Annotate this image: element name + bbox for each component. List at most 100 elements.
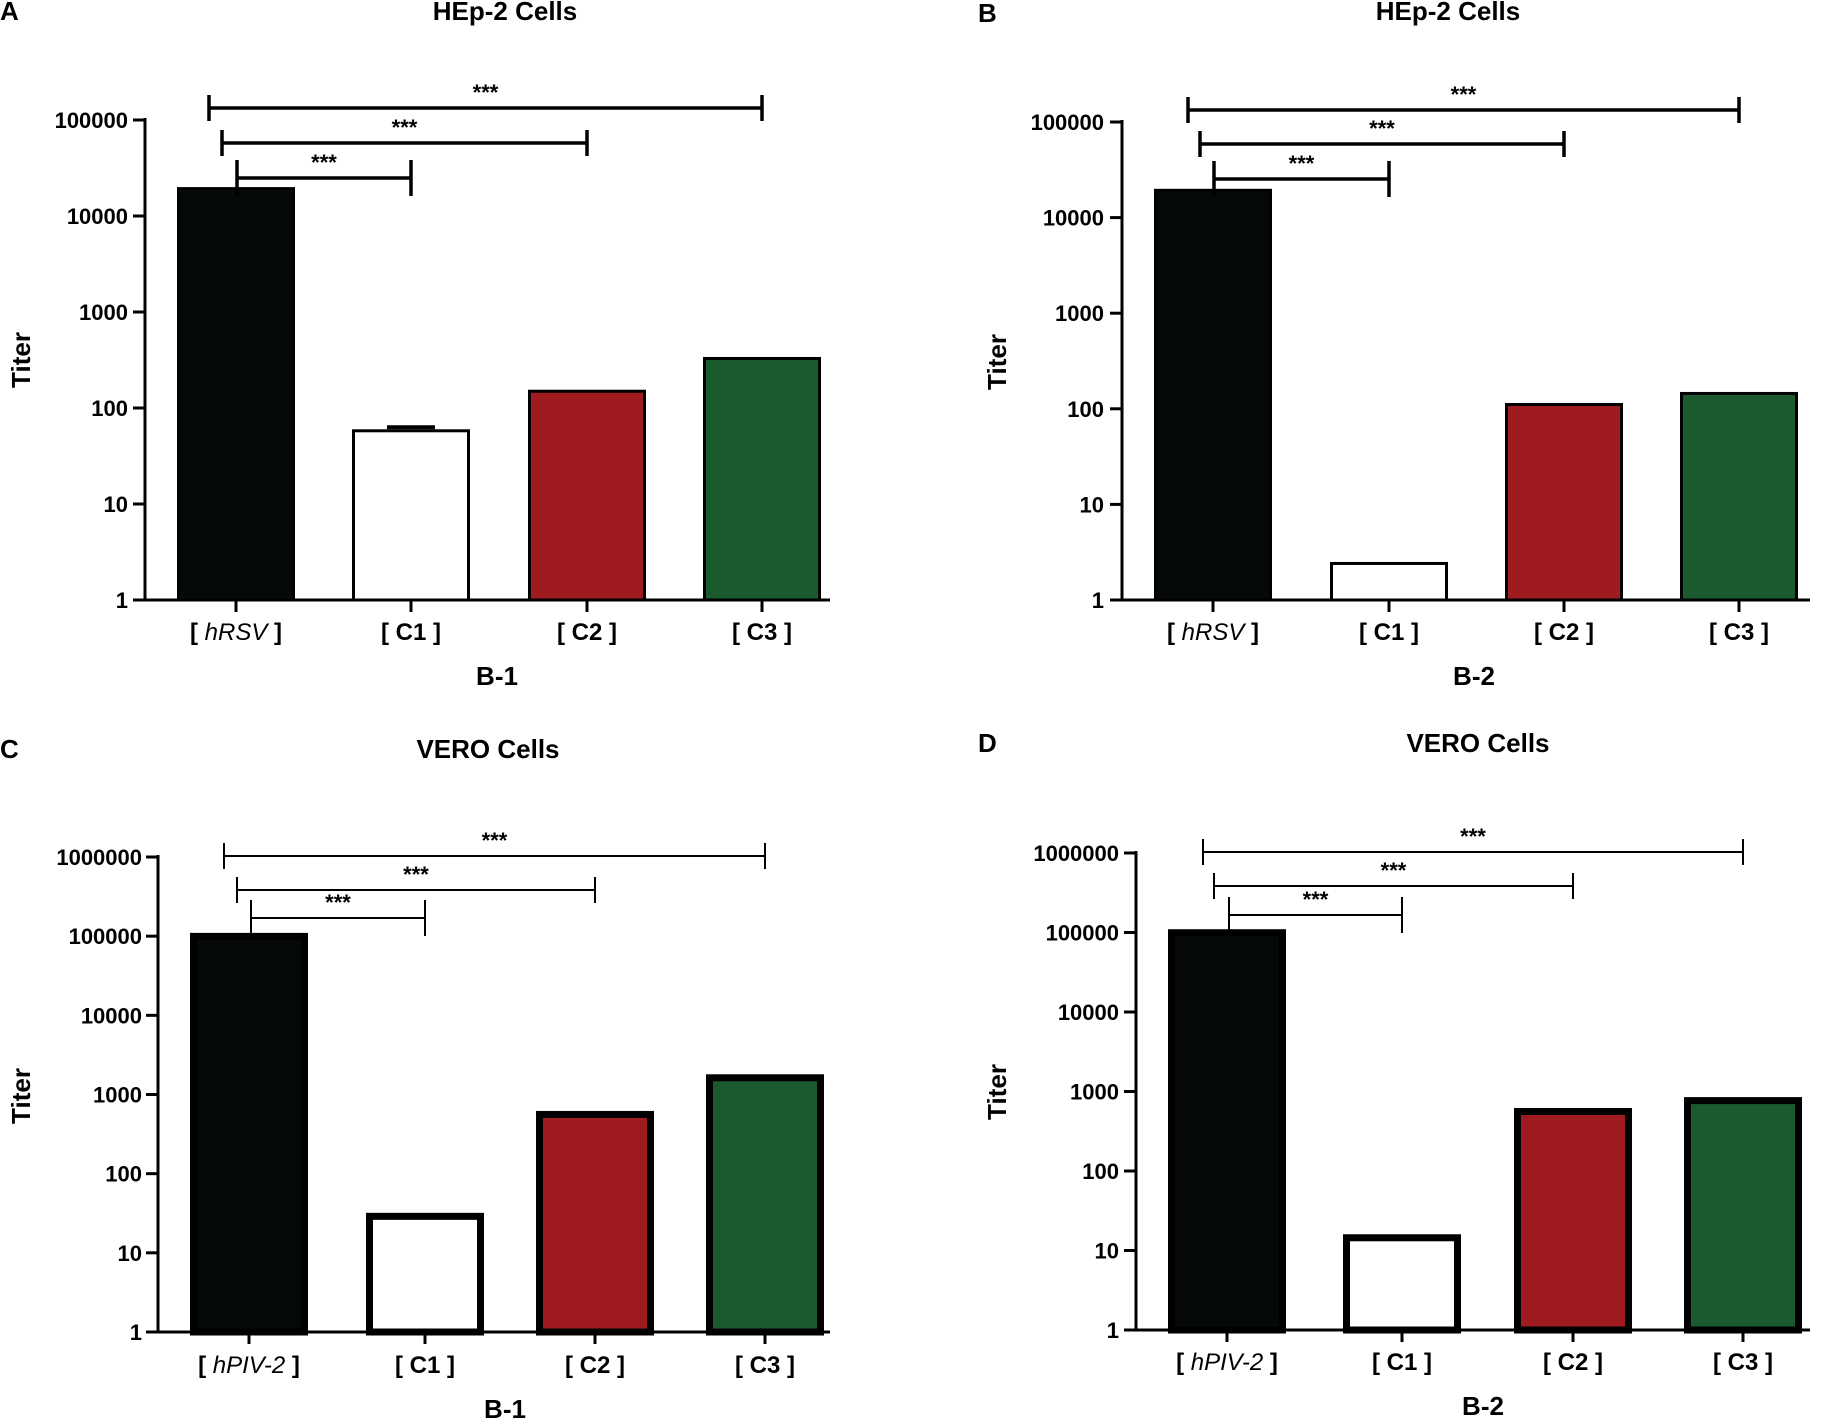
y-tick-label: 100 — [1082, 1159, 1119, 1184]
significance-bracket-2: *** — [1213, 858, 1574, 899]
x-tick-label: [ C2 ] — [1543, 1349, 1603, 1376]
significance-label: *** — [325, 890, 351, 915]
x-axis-label: B-1 — [484, 1394, 526, 1420]
significance-bracket-2: *** — [236, 862, 596, 903]
y-tick-label: 10000 — [1058, 1000, 1119, 1025]
x-tick-label: [ C1 ] — [395, 1352, 455, 1379]
significance-bracket-1: *** — [250, 890, 426, 936]
x-tick-label: [ C2 ] — [1534, 619, 1594, 646]
panel-letter: D — [978, 728, 997, 758]
y-axis-label: Titer — [982, 334, 1012, 390]
y-tick-label: 10000 — [81, 1003, 142, 1028]
bar-c1 — [352, 429, 470, 602]
y-axis-label: Titer — [6, 332, 36, 388]
x-tick-label: [ C3 ] — [732, 619, 792, 646]
y-tick-label: 1000 — [93, 1083, 142, 1108]
x-tick-label: [ C2 ] — [557, 619, 617, 646]
y-tick-label: 10 — [1080, 492, 1104, 517]
y-tick-label: 100 — [91, 396, 128, 421]
bar-c2 — [528, 389, 646, 602]
y-tick-label: 1000000 — [56, 845, 142, 870]
bar-hrsv — [1154, 188, 1272, 602]
y-tick-label: 1 — [116, 588, 128, 613]
x-tick-label: [ C3 ] — [1709, 619, 1769, 646]
significance-label: *** — [1460, 824, 1486, 849]
x-axis-label: B-1 — [476, 661, 518, 691]
bar-hrsv — [177, 187, 295, 602]
bar-c3 — [706, 1074, 824, 1336]
x-tick-label: [ C2 ] — [565, 1352, 625, 1379]
significance-bracket-1: *** — [1228, 887, 1403, 933]
y-tick-label: 1000 — [1055, 301, 1104, 326]
significance-label: *** — [1381, 858, 1407, 883]
significance-label: *** — [1451, 82, 1477, 107]
bar-c2 — [536, 1110, 654, 1336]
x-tick-label: [ hRSV ] — [190, 619, 282, 646]
y-tick-label: 10000 — [67, 204, 128, 229]
significance-label: *** — [311, 150, 337, 175]
significance-bracket-3: *** — [223, 828, 766, 869]
y-tick-label: 1 — [130, 1320, 142, 1345]
y-axis-label: Titer — [982, 1064, 1012, 1120]
significance-bracket-1: *** — [235, 150, 413, 196]
x-tick-label: [ hPIV-2 ] — [1176, 1349, 1278, 1376]
significance-bracket-1: *** — [1212, 151, 1391, 197]
significance-bracket-2: *** — [1198, 116, 1566, 157]
y-tick-label: 10 — [1095, 1239, 1119, 1264]
significance-bracket-3: *** — [1202, 824, 1744, 865]
bar-c3 — [1684, 1097, 1802, 1334]
panel-d: D VERO Cells Titer 1 10 100 1000 10000 100000 100… — [978, 728, 1810, 1420]
x-tick-label: [ C1 ] — [1372, 1349, 1432, 1376]
panel-letter: B — [978, 0, 997, 28]
x-tick-label: [ C1 ] — [1359, 619, 1419, 646]
y-tick-label: 1000000 — [1033, 841, 1119, 866]
significance-label: *** — [392, 115, 418, 140]
y-tick-label: 1 — [1107, 1318, 1119, 1343]
y-tick-label: 1000 — [1070, 1080, 1119, 1105]
chart-title: VERO Cells — [1406, 728, 1549, 758]
y-tick-label: 100000 — [1031, 110, 1104, 135]
significance-label: *** — [1289, 151, 1315, 176]
bar-c2 — [1514, 1108, 1632, 1334]
significance-bracket-3: *** — [207, 80, 764, 121]
y-axis-label: Titer — [6, 1068, 36, 1124]
bar-c3 — [703, 356, 821, 602]
significance-label: *** — [473, 80, 499, 105]
bar-c2 — [1505, 402, 1623, 602]
y-tick-label: 10000 — [1043, 206, 1104, 231]
y-tick-label: 10 — [118, 1241, 142, 1266]
y-tick-label: 100000 — [55, 108, 128, 133]
x-tick-label: [ hRSV ] — [1167, 619, 1259, 646]
significance-bracket-2: *** — [220, 115, 589, 156]
y-tick-label: 100 — [1067, 397, 1104, 422]
bar-c3 — [1680, 391, 1798, 602]
y-tick-label: 1 — [1092, 588, 1104, 613]
bar-c1 — [1343, 1234, 1461, 1334]
significance-bracket-3: *** — [1186, 82, 1741, 123]
y-tick-label: 100000 — [69, 924, 142, 949]
bar-hpiv-2 — [1168, 929, 1286, 1334]
bar-c1 — [366, 1212, 484, 1336]
panel-letter: C — [0, 734, 19, 764]
y-tick-label: 100 — [105, 1162, 142, 1187]
y-tick-label: 1000 — [79, 300, 128, 325]
significance-label: *** — [403, 862, 429, 887]
bar-c1 — [1330, 561, 1448, 602]
panel-letter: A — [0, 0, 19, 26]
x-tick-label: [ C1 ] — [381, 619, 441, 646]
x-tick-label: [ C3 ] — [735, 1352, 795, 1379]
significance-label: *** — [1303, 887, 1329, 912]
significance-label: *** — [1369, 116, 1395, 141]
significance-label: *** — [482, 828, 508, 853]
y-tick-label: 10 — [104, 492, 128, 517]
chart-title: HEp-2 Cells — [433, 0, 578, 26]
x-axis-label: B-2 — [1462, 1391, 1504, 1420]
x-axis-label: B-2 — [1453, 661, 1495, 691]
x-tick-label: [ hPIV-2 ] — [198, 1352, 300, 1379]
panel-c: C VERO Cells Titer 1 10 100 1000 10000 100000 100… — [0, 734, 830, 1420]
panel-b: B HEp-2 Cells Titer 1 10 100 1000 10000 100000 [ … — [978, 0, 1810, 691]
chart-title: VERO Cells — [416, 734, 559, 764]
x-tick-label: [ C3 ] — [1713, 1349, 1773, 1376]
y-tick-label: 100000 — [1046, 921, 1119, 946]
